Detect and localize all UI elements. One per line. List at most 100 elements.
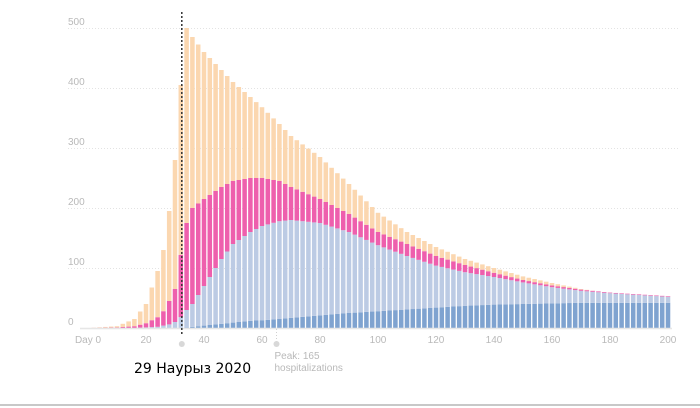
bar-segment-peach [520, 276, 526, 280]
bar-segment-pink [253, 178, 259, 229]
bar-segment-light-blue [329, 226, 334, 315]
bar-segment-pink [543, 284, 549, 287]
bar-segment-peach [311, 152, 317, 197]
bar-segment-dark-blue [416, 308, 421, 328]
bar-segment-light-blue [236, 240, 242, 322]
bar-segment-pink [282, 184, 288, 221]
bar-segment-dark-blue [404, 309, 410, 328]
bar-segment-peach [358, 195, 363, 222]
bar-segment-light-blue [538, 285, 543, 304]
bar-segment-peach [404, 232, 410, 244]
bar-segment-pink [358, 221, 363, 238]
x-tick-label: 140 [486, 335, 503, 346]
bar-segment-pink [190, 208, 195, 304]
bar-segment-light-blue [190, 304, 195, 327]
bar-segment-light-blue [561, 288, 566, 304]
bar-segment-peach [224, 76, 230, 184]
bar-segment-pink [242, 179, 247, 236]
bar-segment-light-blue [422, 261, 427, 309]
bar-segment-peach [398, 228, 404, 242]
bar-segment-peach [549, 283, 555, 286]
bar-segment-dark-blue [654, 302, 659, 328]
bar-segment-pink [340, 211, 346, 231]
bar-segment-light-blue [306, 221, 311, 317]
bar-segment-pink [625, 293, 630, 295]
bar-segment-pink [265, 179, 271, 225]
bar-segment-light-blue [277, 221, 282, 319]
bar-segment-dark-blue [584, 302, 590, 328]
bar-segment-peach [236, 87, 242, 180]
bar-segment-pink [161, 311, 166, 326]
bar-segment-dark-blue [190, 326, 195, 328]
bar-segment-light-blue [549, 287, 555, 304]
bar-segment-peach [184, 28, 189, 223]
peak-marker-dot [273, 341, 280, 347]
bar-segment-peach [219, 70, 224, 187]
bar-segment-dark-blue [265, 319, 271, 328]
bar-segment-pink [497, 274, 503, 279]
bar-segment-pink [387, 236, 392, 250]
bar-segment-dark-blue [549, 303, 555, 328]
bar-segment-light-blue [155, 326, 160, 328]
bar-segment-peach [433, 247, 439, 256]
bar-segment-peach [306, 148, 311, 195]
bar-segment-peach [543, 281, 549, 285]
bars [91, 28, 671, 328]
bar-segment-dark-blue [323, 314, 329, 328]
bar-segment-dark-blue [201, 325, 207, 328]
bar-segment-peach [271, 118, 276, 180]
bar-segment-peach [329, 167, 334, 205]
bar-segment-dark-blue [503, 304, 508, 328]
bar-segment-light-blue [410, 257, 416, 310]
bar-segment-light-blue [636, 295, 642, 303]
bar-segment-pink [665, 296, 671, 297]
bar-segment-peach [143, 304, 149, 324]
bar-segment-peach [265, 112, 271, 179]
y-tick-label: 200 [68, 197, 85, 208]
bar-segment-peach [190, 37, 195, 208]
bar-segment-dark-blue [311, 315, 317, 328]
bar-segment-dark-blue [294, 317, 300, 328]
bar-segment-peach [393, 224, 398, 240]
bar-segment-light-blue [294, 220, 300, 318]
bar-segment-light-blue [195, 295, 201, 327]
bar-segment-light-blue [184, 310, 189, 328]
bar-segment-dark-blue [358, 312, 363, 328]
x-tick-label: 60 [256, 335, 268, 346]
bar-segment-peach [155, 271, 160, 318]
bar-segment-peach [230, 82, 236, 181]
bar-segment-dark-blue [184, 327, 189, 328]
bar-segment-peach [114, 326, 120, 328]
bar-segment-light-blue [300, 221, 305, 317]
bar-segment-pink [259, 178, 265, 226]
bar-segment-light-blue [625, 294, 630, 303]
bar-segment-pink [416, 248, 421, 260]
bar-segment-peach [364, 201, 369, 225]
y-tick-label: 300 [68, 137, 85, 148]
bar-segment-pink [480, 269, 485, 276]
bar-segment-pink [178, 254, 184, 318]
bar-segment-pink [288, 187, 294, 220]
bar-segment-light-blue [172, 322, 178, 328]
bar-segment-pink [659, 295, 665, 297]
bar-segment-peach [485, 266, 491, 272]
bar-segment-dark-blue [253, 320, 259, 328]
bar-segment-pink [532, 282, 537, 285]
bar-segment-pink [219, 187, 224, 259]
bar-segment-light-blue [387, 249, 392, 311]
bar-segment-dark-blue [520, 304, 526, 328]
bar-segment-pink [427, 253, 433, 264]
bar-segment-dark-blue [555, 303, 561, 328]
bar-segment-pink [224, 184, 230, 252]
bar-segment-pink [323, 202, 329, 225]
bar-segment-peach [503, 271, 508, 276]
bar-segment-dark-blue [613, 302, 619, 328]
bottom-divider [0, 404, 700, 406]
bar-segment-dark-blue [410, 309, 416, 328]
bar-segment-light-blue [253, 229, 259, 321]
y-tick-label: 500 [68, 17, 85, 28]
bar-segment-dark-blue [659, 302, 665, 328]
bar-segment-light-blue [201, 286, 207, 326]
bar-segment-peach [300, 144, 305, 192]
bar-segment-pink [555, 286, 561, 288]
